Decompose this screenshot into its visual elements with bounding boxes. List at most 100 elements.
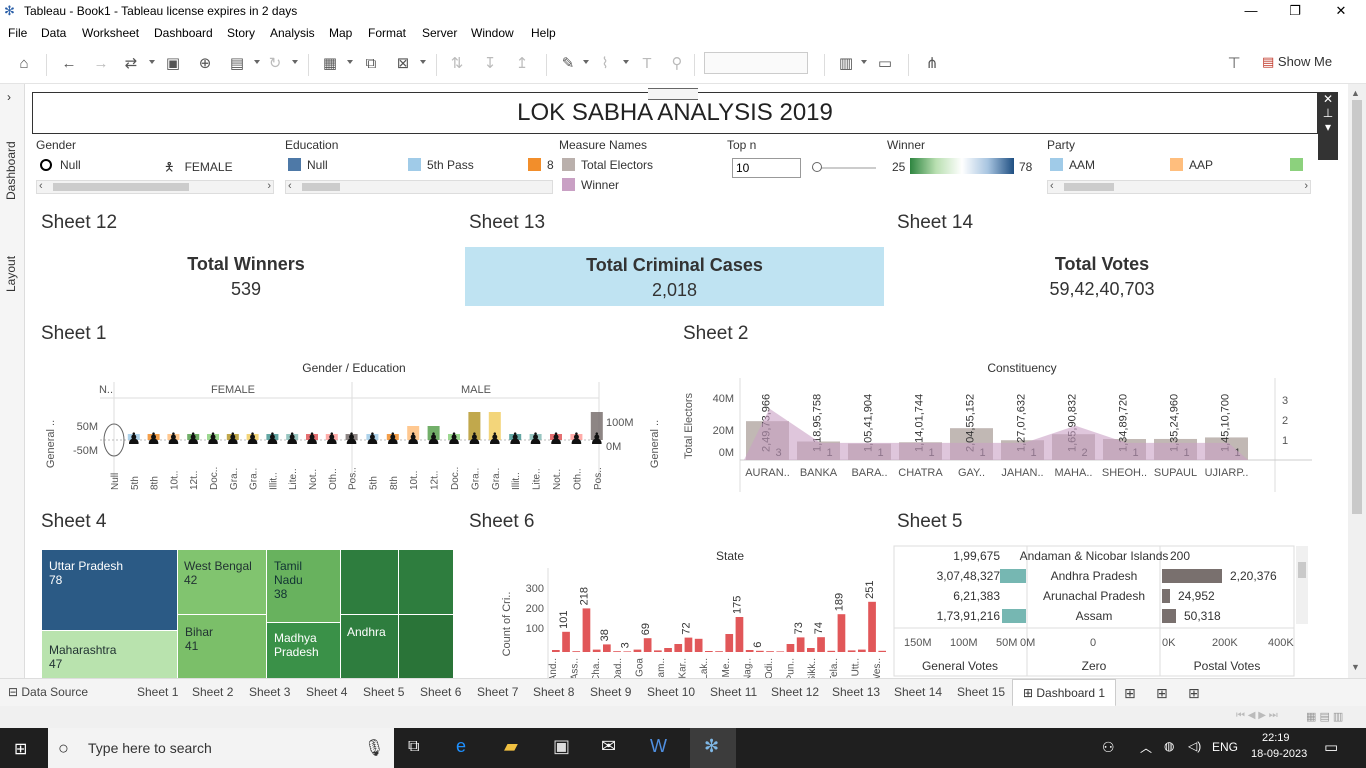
menu-map[interactable]: Map: [329, 26, 353, 40]
education-scrollbar[interactable]: ‹: [285, 180, 553, 194]
treemap-cell[interactable]: Uttar Pradesh 78: [42, 550, 177, 630]
tray-chevron-icon[interactable]: ︿: [1140, 741, 1153, 755]
tab-sheet-15[interactable]: Sheet 15: [957, 685, 1006, 699]
tab-data-source[interactable]: ⊟ Data Source: [8, 685, 88, 699]
treemap-cell[interactable]: Andhra: [341, 615, 398, 678]
tableau-taskbar-icon[interactable]: ✻: [690, 728, 736, 768]
attach-icon[interactable]: ⌇: [601, 55, 609, 72]
tab-sheet-13[interactable]: Sheet 13: [832, 685, 881, 699]
notifications-icon[interactable]: ▭: [1324, 739, 1339, 756]
legend-education-8[interactable]: 8: [528, 158, 554, 172]
new-story-tab-icon[interactable]: ⊞: [1188, 685, 1200, 701]
close-window-button[interactable]: ✕: [1335, 3, 1347, 18]
top-n-input[interactable]: [732, 158, 801, 178]
layout-tab[interactable]: Layout: [4, 255, 18, 292]
total-winners-kpi[interactable]: Total Winners 539: [36, 246, 456, 306]
tab-sheet-6[interactable]: Sheet 6: [420, 685, 462, 699]
pause-updates-icon[interactable]: ▤: [229, 55, 245, 72]
legend-education-null[interactable]: Null: [288, 158, 328, 172]
word-icon[interactable]: W: [650, 736, 667, 756]
store-icon[interactable]: ▣: [553, 736, 571, 756]
sort-ascending-icon[interactable]: ↧: [483, 55, 497, 72]
tab-sheet-3[interactable]: Sheet 3: [249, 685, 291, 699]
minimize-button[interactable]: —: [1244, 3, 1258, 18]
clock-date[interactable]: 18-09-2023: [1251, 748, 1308, 760]
top-n-slider-thumb[interactable]: [812, 162, 822, 172]
gender-scrollbar[interactable]: ‹ ›: [36, 180, 274, 194]
share-icon[interactable]: ⋔: [925, 55, 939, 72]
legend-total-electors[interactable]: Total Electors: [562, 158, 653, 172]
treemap-cell[interactable]: [341, 550, 398, 614]
fit-dropdown[interactable]: [704, 52, 808, 74]
restore-button[interactable]: ❐: [1289, 3, 1301, 18]
network-icon[interactable]: ◍: [1164, 739, 1175, 753]
mail-icon[interactable]: ✉: [601, 736, 617, 756]
menu-analysis[interactable]: Analysis: [270, 26, 315, 40]
menu-worksheet[interactable]: Worksheet: [82, 26, 140, 40]
sort-descending-icon[interactable]: ↥: [515, 55, 529, 72]
collapse-chevron-icon[interactable]: ›: [7, 90, 11, 104]
microphone-icon[interactable]: 🎙: [364, 740, 385, 757]
edge-icon[interactable]: e: [456, 736, 467, 756]
scroll-up-icon[interactable]: ▲: [1351, 88, 1360, 98]
legend-winner[interactable]: Winner: [562, 178, 619, 192]
sheet5-chart[interactable]: 1,99,675 Andaman & Nicobar Islands 200 3,07…: [892, 544, 1312, 678]
redo-icon[interactable]: →: [93, 55, 109, 72]
menu-data[interactable]: Data: [41, 26, 67, 40]
menu-help[interactable]: Help: [531, 26, 556, 40]
clock-time[interactable]: 22:19: [1262, 732, 1290, 744]
menu-file[interactable]: File: [8, 26, 28, 40]
language-indicator[interactable]: ENG: [1212, 740, 1239, 754]
tab-sheet-5[interactable]: Sheet 5: [363, 685, 405, 699]
home-icon[interactable]: ⌂: [19, 55, 29, 72]
legend-party-more[interactable]: [1290, 158, 1309, 172]
volume-icon[interactable]: ◁): [1188, 739, 1202, 753]
more-options-icon[interactable]: ▾: [1324, 120, 1332, 134]
new-data-source-icon[interactable]: ⊕: [198, 55, 212, 72]
highlight-icon[interactable]: ✎: [561, 55, 575, 72]
pin-object-icon[interactable]: ⊥: [1322, 106, 1334, 120]
treemap-cell[interactable]: [399, 615, 453, 678]
taskbar-search[interactable]: ○ Type here to search 🎙: [48, 728, 394, 768]
sheet1-chart[interactable]: Gender / Education N.. FEMALE MALE 50M -50M 10…: [36, 354, 672, 494]
view-mode-icons[interactable]: ▦ ▤ ▥: [1306, 711, 1344, 723]
treemap-cell[interactable]: Bihar 41: [178, 615, 266, 678]
save-icon[interactable]: ▣: [165, 55, 181, 72]
undo-icon[interactable]: ←: [61, 55, 77, 72]
tab-sheet-10[interactable]: Sheet 10: [647, 685, 696, 699]
show-me-button[interactable]: ▤ Show Me: [1262, 54, 1332, 70]
tab-sheet-11[interactable]: Sheet 11: [710, 685, 758, 699]
windows-start-icon[interactable]: ⊞: [14, 741, 28, 758]
legend-gender-null[interactable]: Null: [40, 158, 81, 172]
tab-sheet-1[interactable]: Sheet 1: [137, 685, 179, 699]
refresh-icon[interactable]: ↻: [268, 55, 282, 72]
tab-nav-icons[interactable]: ⏮ ◀ ▶ ⏭: [1236, 710, 1278, 721]
replace-data-icon[interactable]: ⇄: [124, 55, 138, 72]
new-dashboard-tab-icon[interactable]: ⊞: [1156, 685, 1168, 701]
tab-sheet-2[interactable]: Sheet 2: [192, 685, 234, 699]
tab-sheet-7[interactable]: Sheet 7: [477, 685, 519, 699]
menu-dashboard[interactable]: Dashboard: [154, 26, 213, 40]
legend-gender-female[interactable]: 🯅 FEMALE: [164, 158, 233, 179]
fit-icon[interactable]: ▥: [838, 55, 854, 72]
new-worksheet-icon[interactable]: ▦: [322, 55, 338, 72]
top-n-slider-track[interactable]: [812, 167, 876, 169]
tab-sheet-9[interactable]: Sheet 9: [590, 685, 632, 699]
menu-story[interactable]: Story: [227, 26, 256, 40]
swap-icon[interactable]: ⇅: [450, 55, 464, 72]
legend-party-aam[interactable]: AAM: [1050, 158, 1095, 172]
label-icon[interactable]: T: [642, 55, 652, 72]
scroll-thumb[interactable]: [1352, 100, 1362, 514]
duplicate-icon[interactable]: ⧉: [365, 55, 377, 72]
tab-sheet-14[interactable]: Sheet 14: [894, 685, 943, 699]
dashboard-tab[interactable]: Dashboard: [4, 141, 18, 200]
sheet6-chart[interactable]: State Count of Cri.. 300 200 100 101 218 38 3 69 7…: [470, 544, 886, 678]
menu-window[interactable]: Window: [471, 26, 514, 40]
treemap-cell[interactable]: [399, 550, 453, 614]
legend-education-5th-pass[interactable]: 5th Pass: [408, 158, 474, 172]
people-icon[interactable]: ⚇: [1102, 739, 1115, 755]
sheet4-treemap[interactable]: Uttar Pradesh 78 West Bengal 42 Tamil Nadu…: [42, 550, 453, 678]
treemap-cell[interactable]: West Bengal 42: [178, 550, 266, 614]
legend-party-aap[interactable]: AAP: [1170, 158, 1213, 172]
